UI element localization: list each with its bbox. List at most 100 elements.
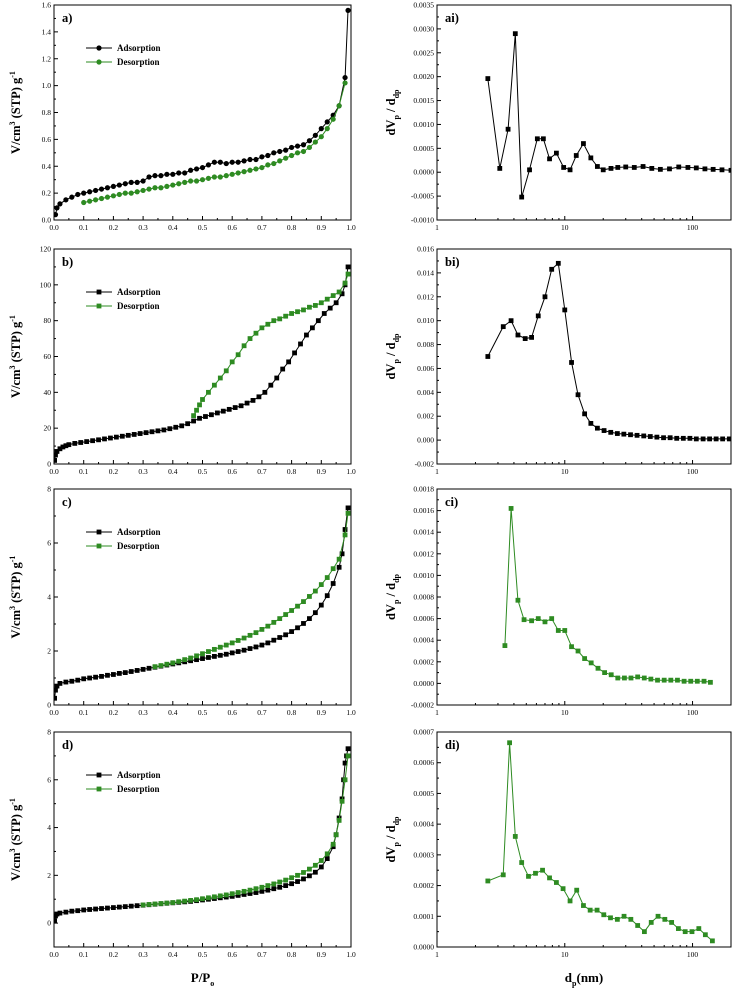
series-desorption	[152, 510, 351, 670]
data-point	[318, 858, 324, 863]
data-point	[289, 881, 294, 887]
x-tick-label: 100	[687, 950, 699, 959]
data-point	[345, 510, 351, 516]
x-tick-label: 0.3	[138, 467, 148, 476]
data-point	[197, 415, 202, 421]
data-point	[241, 635, 247, 641]
data-point	[194, 657, 199, 663]
data-point	[542, 619, 548, 625]
x-tick-label: 0.0	[49, 467, 59, 476]
data-point	[253, 630, 259, 636]
data-point	[223, 651, 229, 657]
y-tick-label: 0	[47, 460, 51, 469]
data-point	[211, 159, 217, 165]
y-tick-label: 0.0016	[413, 506, 434, 515]
data-point	[567, 898, 573, 904]
y-tick-label: 0.0001	[413, 912, 434, 921]
data-point	[164, 900, 170, 906]
y-tick-label: 0.0008	[413, 593, 434, 602]
data-point	[57, 201, 63, 207]
data-point	[312, 610, 318, 616]
data-point	[223, 642, 229, 648]
panel-d: 0 2 4 6 8 0.0 0.1 0.2 0.3 0.4 0.5 0.6 0.7 0.8 0.9 1.0 V/…	[8, 728, 356, 989]
data-point	[628, 916, 634, 922]
data-point	[295, 872, 300, 878]
data-point	[60, 444, 66, 450]
data-point	[93, 674, 98, 680]
data-point	[696, 926, 702, 931]
y-tick-label: 0.0035	[413, 1, 434, 10]
data-point	[188, 898, 194, 903]
data-point	[294, 143, 301, 149]
data-point	[253, 156, 259, 163]
data-point	[146, 174, 152, 180]
data-point	[87, 198, 93, 204]
series-line	[193, 273, 349, 416]
data-point	[140, 902, 146, 908]
data-point	[330, 841, 336, 847]
y-tick-label: 1.4	[42, 27, 52, 36]
y-tick-label: 0.014	[417, 268, 434, 277]
data-point	[345, 746, 351, 752]
data-point	[708, 679, 713, 685]
plot-frame	[436, 248, 732, 465]
data-point	[662, 916, 668, 922]
data-point	[128, 669, 134, 674]
data-point	[307, 304, 312, 310]
y-tick-label: 1.0	[42, 81, 52, 90]
x-tick-label: 0.5	[198, 223, 208, 232]
x-tick-label: 1	[435, 223, 439, 232]
y-tick-label: 0.0004	[413, 636, 434, 645]
data-point	[330, 116, 336, 122]
data-point	[253, 890, 259, 895]
x-tick-label: 0.7	[257, 950, 267, 959]
data-point	[247, 167, 253, 173]
y-axis-label: V/cm3 (STP) g-1	[8, 315, 23, 398]
data-point	[259, 164, 265, 171]
data-point	[289, 875, 294, 881]
data-point	[182, 657, 188, 663]
data-point	[194, 653, 199, 659]
data-point	[134, 179, 140, 185]
legend-label: Adsorption	[117, 287, 161, 297]
data-point	[87, 189, 93, 195]
data-point	[247, 887, 253, 893]
legend-label: Desorption	[117, 541, 160, 551]
data-point	[582, 656, 588, 661]
y-tick-label: 0.000	[417, 436, 434, 445]
data-point	[98, 186, 105, 192]
data-point	[342, 760, 348, 766]
data-point	[648, 676, 654, 682]
data-point	[102, 436, 107, 442]
data-point	[277, 884, 283, 890]
legend-marker	[96, 543, 102, 549]
series-line	[487, 33, 731, 198]
data-point	[152, 664, 158, 670]
data-point	[179, 423, 185, 429]
data-point	[622, 675, 627, 681]
data-point	[176, 658, 182, 664]
data-point	[75, 677, 81, 683]
y-tick-label: 0	[47, 919, 51, 928]
data-point	[72, 440, 78, 446]
data-point	[229, 640, 235, 646]
data-point	[69, 678, 75, 684]
data-point	[324, 126, 330, 132]
data-point	[167, 426, 173, 432]
data-point	[54, 687, 58, 693]
data-point	[54, 918, 57, 924]
data-point	[193, 178, 200, 184]
x-axis-label: P/Po	[191, 970, 215, 988]
data-point	[271, 160, 277, 167]
x-tick-label: 0.4	[168, 950, 178, 959]
y-tick-label: 0.0014	[413, 528, 434, 537]
data-point	[621, 913, 627, 919]
data-point	[295, 879, 300, 884]
data-point	[173, 424, 179, 430]
data-point	[223, 173, 229, 179]
data-point	[649, 166, 655, 171]
data-point	[300, 142, 307, 148]
data-point	[336, 289, 342, 295]
data-point	[206, 649, 211, 654]
